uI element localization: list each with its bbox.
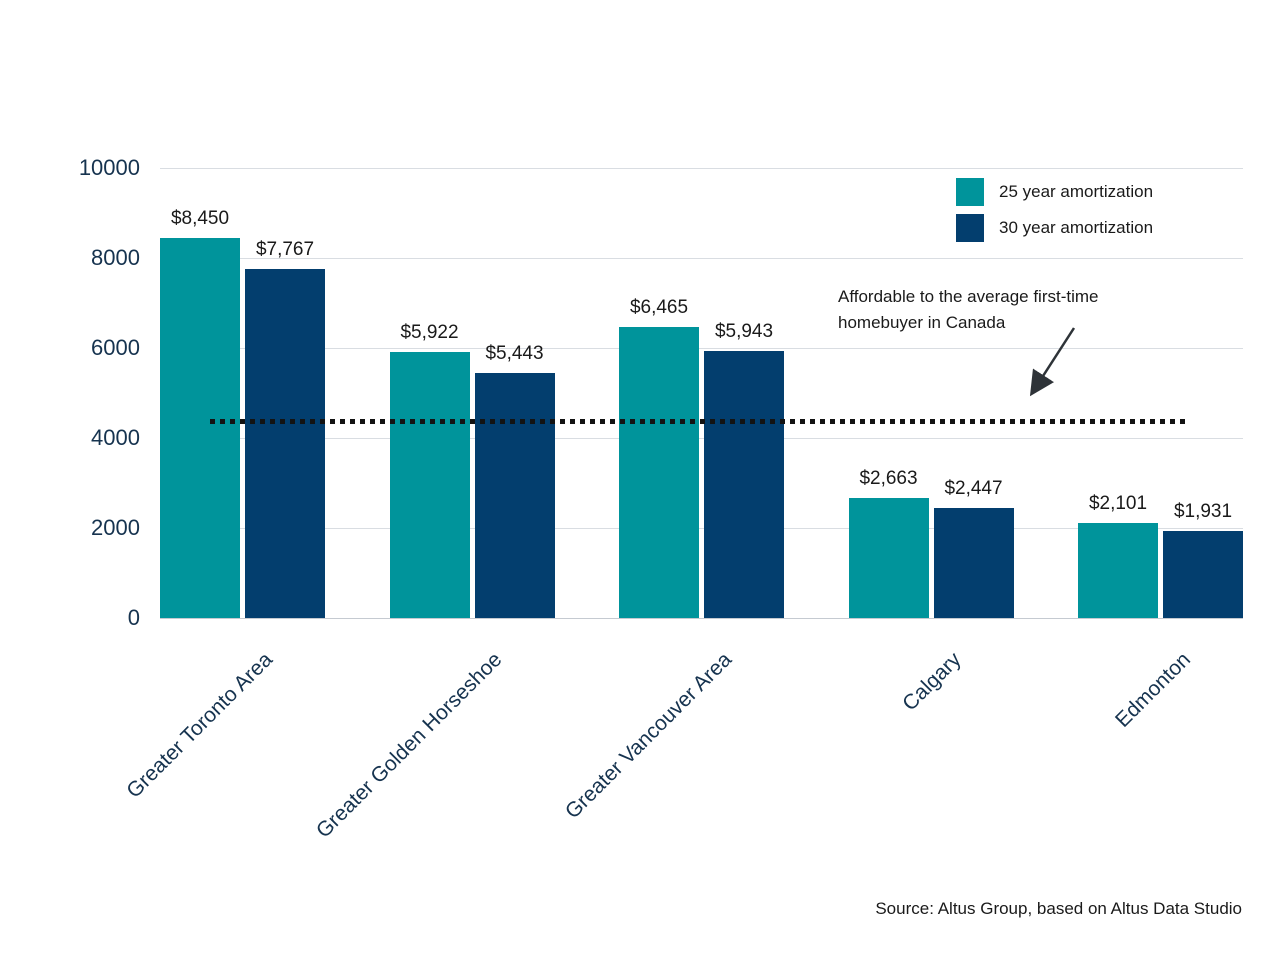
legend-swatch-30yr <box>956 214 984 242</box>
affordability-annotation: Affordable to the average first-time hom… <box>838 284 1099 337</box>
bar-25yr: $2,663 <box>848 468 929 618</box>
bar-value-label: $2,447 <box>944 477 1003 499</box>
bar-group: $8,450 $7,767 <box>160 208 325 618</box>
legend-item-25yr: 25 year amortization <box>956 178 1153 206</box>
gridline <box>160 348 1243 349</box>
bar-25yr: $8,450 <box>160 208 240 618</box>
y-axis-tick-label: 8000 <box>91 245 140 270</box>
x-axis-label: Greater Golden Horseshoe <box>311 648 507 843</box>
legend-item-30yr: 30 year amortization <box>956 214 1153 242</box>
gridline <box>160 438 1243 439</box>
bar-25yr: $5,922 <box>389 322 470 618</box>
bar-30yr: $2,447 <box>933 478 1014 618</box>
bar-groups-layer: $8,450 $7,767 $5,922 $5,443 $6,465 $5,943 $2,6… <box>160 168 1243 618</box>
bar-value-label: $1,931 <box>1173 501 1233 523</box>
bar-30yr: $1,931 <box>1163 501 1243 618</box>
plot-area: $8,450 $7,767 $5,922 $5,443 $6,465 $5,943 $2,6… <box>160 168 1243 619</box>
gridline <box>160 618 1243 619</box>
bar-group: $6,465 $5,943 <box>619 297 784 618</box>
y-axis-tick-label: 2000 <box>91 515 140 540</box>
y-axis-tick-label: 0 <box>127 605 140 630</box>
bar-30yr: $5,443 <box>474 343 555 618</box>
legend-label-25yr: 25 year amortization <box>999 182 1154 201</box>
annotation-arrow-icon <box>1029 327 1076 397</box>
annotation-line-2: homebuyer in Canada <box>838 313 1006 333</box>
annotation-line-1: Affordable to the average first-time <box>838 287 1099 306</box>
affordability-reference-line <box>210 419 1188 425</box>
bar-25yr: $6,465 <box>619 297 699 618</box>
bar-value-label: $5,443 <box>485 343 544 365</box>
legend-swatch-25yr <box>956 178 984 206</box>
bar-value-label: $2,101 <box>1088 493 1148 515</box>
y-axis-tick-label: 10000 <box>78 155 140 180</box>
y-axis-tick-label: 6000 <box>91 335 140 360</box>
bar-group: $5,922 $5,443 <box>389 322 555 618</box>
bar-value-label: $5,922 <box>400 321 459 343</box>
bar-group: $2,663 $2,447 <box>848 468 1014 618</box>
bar-value-label: $2,663 <box>859 468 918 490</box>
bar-30yr: $5,943 <box>704 321 784 618</box>
gridline <box>160 528 1243 529</box>
x-axis-label: Edmonton <box>1110 648 1195 732</box>
gridline <box>160 258 1243 259</box>
source-note: Source: Altus Group, based on Altus Data… <box>875 899 1242 918</box>
bar-value-label: $6,465 <box>629 297 689 319</box>
bar-value-label: $7,767 <box>255 238 315 260</box>
bar-30yr: $7,767 <box>245 239 325 618</box>
x-axis-label: Calgary <box>897 648 966 716</box>
y-axis-tick-label: 4000 <box>91 425 140 450</box>
gridline <box>160 168 1243 169</box>
x-axis-label: Greater Vancouver Area <box>560 648 736 824</box>
bar-group: $2,101 $1,931 <box>1078 493 1243 618</box>
bar-value-label: $8,450 <box>170 207 230 229</box>
legend-label-30yr: 30 year amortization <box>999 218 1154 237</box>
bar-value-label: $5,943 <box>714 320 774 342</box>
x-axis-label: Greater Toronto Area <box>122 648 277 803</box>
legend: 25 year amortization 30 year amortizatio… <box>956 178 1153 242</box>
bar-25yr: $2,101 <box>1078 493 1158 618</box>
